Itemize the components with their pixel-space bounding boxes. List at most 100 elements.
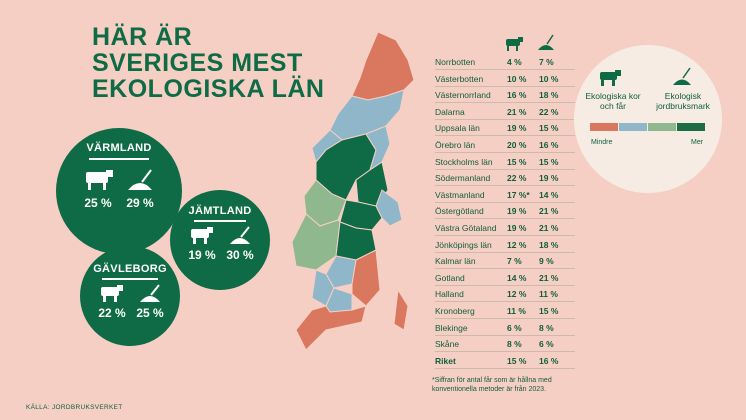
cow-icon [191,227,213,244]
value: 12 % [507,239,527,250]
title: HÄR ÄR SVERIGES MEST EKOLOGISKA LÄN [92,24,324,102]
value: 22 % [507,173,527,184]
value: 16 % [539,140,559,150]
legend-min: Mindre [591,139,613,146]
table-row: Gotland 14 % 21 % [435,271,575,286]
table-row: Blekinge 6 % 8 % [435,321,575,336]
county: Halland [435,289,464,300]
soil-icon [230,226,250,244]
value: 22 % [98,306,126,320]
value: 15 % [507,156,527,167]
county: Västerbotten [435,73,484,84]
table-row: Uppsala län 19 % 15 % [435,121,575,137]
value: 19 % [507,123,527,134]
value: 25 % [136,306,164,320]
county: Kronoberg [435,306,475,316]
soil-icon [538,34,554,50]
county: Örebro län [435,140,476,150]
county: Stockholms län [435,156,493,167]
table-row: Stockholms län 15 % 15 % [435,155,575,170]
county-name: VÄRMLAND [86,142,152,154]
value: 16 % [507,90,527,101]
value: 17 %* [507,189,530,200]
table-row: Västernorrland 16 % 18 % [435,88,575,104]
value: 21 % [539,272,559,283]
table-row: Halland 12 % 11 % [435,287,575,303]
value: 4 % [507,57,522,67]
value: 11 % [539,289,558,300]
value: 25 % [84,196,112,210]
value: 19 % [507,223,527,233]
county: Västmanland [435,189,485,200]
value: 22 % [539,106,559,117]
table-row: Skåne 8 % 6 % [435,337,575,353]
value: 15 % [539,306,559,316]
value: 10 % [507,73,527,84]
value: 18 % [539,239,559,250]
value: 21 % [539,206,559,217]
value: 8 % [539,322,554,333]
value: 21 % [507,106,527,117]
source: KÄLLA: JORDBRUKSVERKET [26,404,123,411]
county-name: GÄVLEBORG [93,263,167,275]
value: 11 % [507,306,526,316]
soil-icon [673,67,691,85]
legend-label: Ekologisk jordbruksmark [656,91,710,111]
table-row: Riket 15 % 16 % [435,354,575,369]
value: 6 % [539,339,554,350]
cow-icon [86,170,113,190]
value: 15 % [507,355,527,366]
legend-swatch [677,123,705,131]
table-row: Södermanland 22 % 19 % [435,171,575,187]
legend-swatch [648,123,676,131]
value: 19 % [188,248,216,262]
county: Kalmar län [435,256,476,267]
county: Dalarna [435,106,465,117]
value: 16 % [539,355,559,366]
county: Södermanland [435,173,491,184]
title-line: SVERIGES MEST [92,49,303,77]
footnote: *Siffran för antal får som är hållna med… [432,377,552,393]
county-circle: VÄRMLAND 25 % 29 % [56,128,182,254]
county: Uppsala län [435,123,480,134]
county-name: JÄMTLAND [188,205,252,217]
legend-label: Ekologiska kor och får [585,91,641,111]
table-row: Kalmar län 7 % 9 % [435,254,575,270]
table-row: Västmanland 17 %* 14 % [435,188,575,203]
legend: Ekologiska kor och får Ekologisk jordbru… [574,45,722,193]
value: 6 % [507,322,522,333]
value: 21 % [539,223,559,233]
value: 7 % [507,256,522,267]
underline [102,278,158,280]
value: 12 % [507,289,527,300]
value: 8 % [507,339,522,350]
county-circle: GÄVLEBORG 22 % 25 % [80,246,180,346]
underline [89,158,149,160]
table-row: Västra Götaland 19 % 21 % [435,221,575,236]
table-row: Västerbotten 10 % 10 % [435,72,575,87]
cow-icon [506,37,523,51]
underline [194,220,246,222]
cow-icon [101,285,123,302]
value: 18 % [539,90,559,101]
value: 19 % [539,173,559,184]
county: Skåne [435,339,460,350]
table-row: Dalarna 21 % 22 % [435,105,575,120]
table-row: Östergötland 19 % 21 % [435,204,575,220]
county: Västra Götaland [435,223,497,233]
county: Blekinge [435,322,468,333]
value: 14 % [507,272,527,283]
value: 30 % [226,248,254,262]
cow-icon [600,70,621,86]
value: 19 % [507,206,527,217]
map [291,31,415,351]
county: Jönköpings län [435,239,492,250]
soil-icon [140,284,160,302]
county: Gotland [435,272,465,283]
title-line: HÄR ÄR [92,23,193,51]
value: 7 % [539,57,554,67]
table-row: Norrbotten 4 % 7 % [435,55,575,70]
value: 15 % [539,123,559,134]
title-line: EKOLOGISKA LÄN [92,75,325,103]
